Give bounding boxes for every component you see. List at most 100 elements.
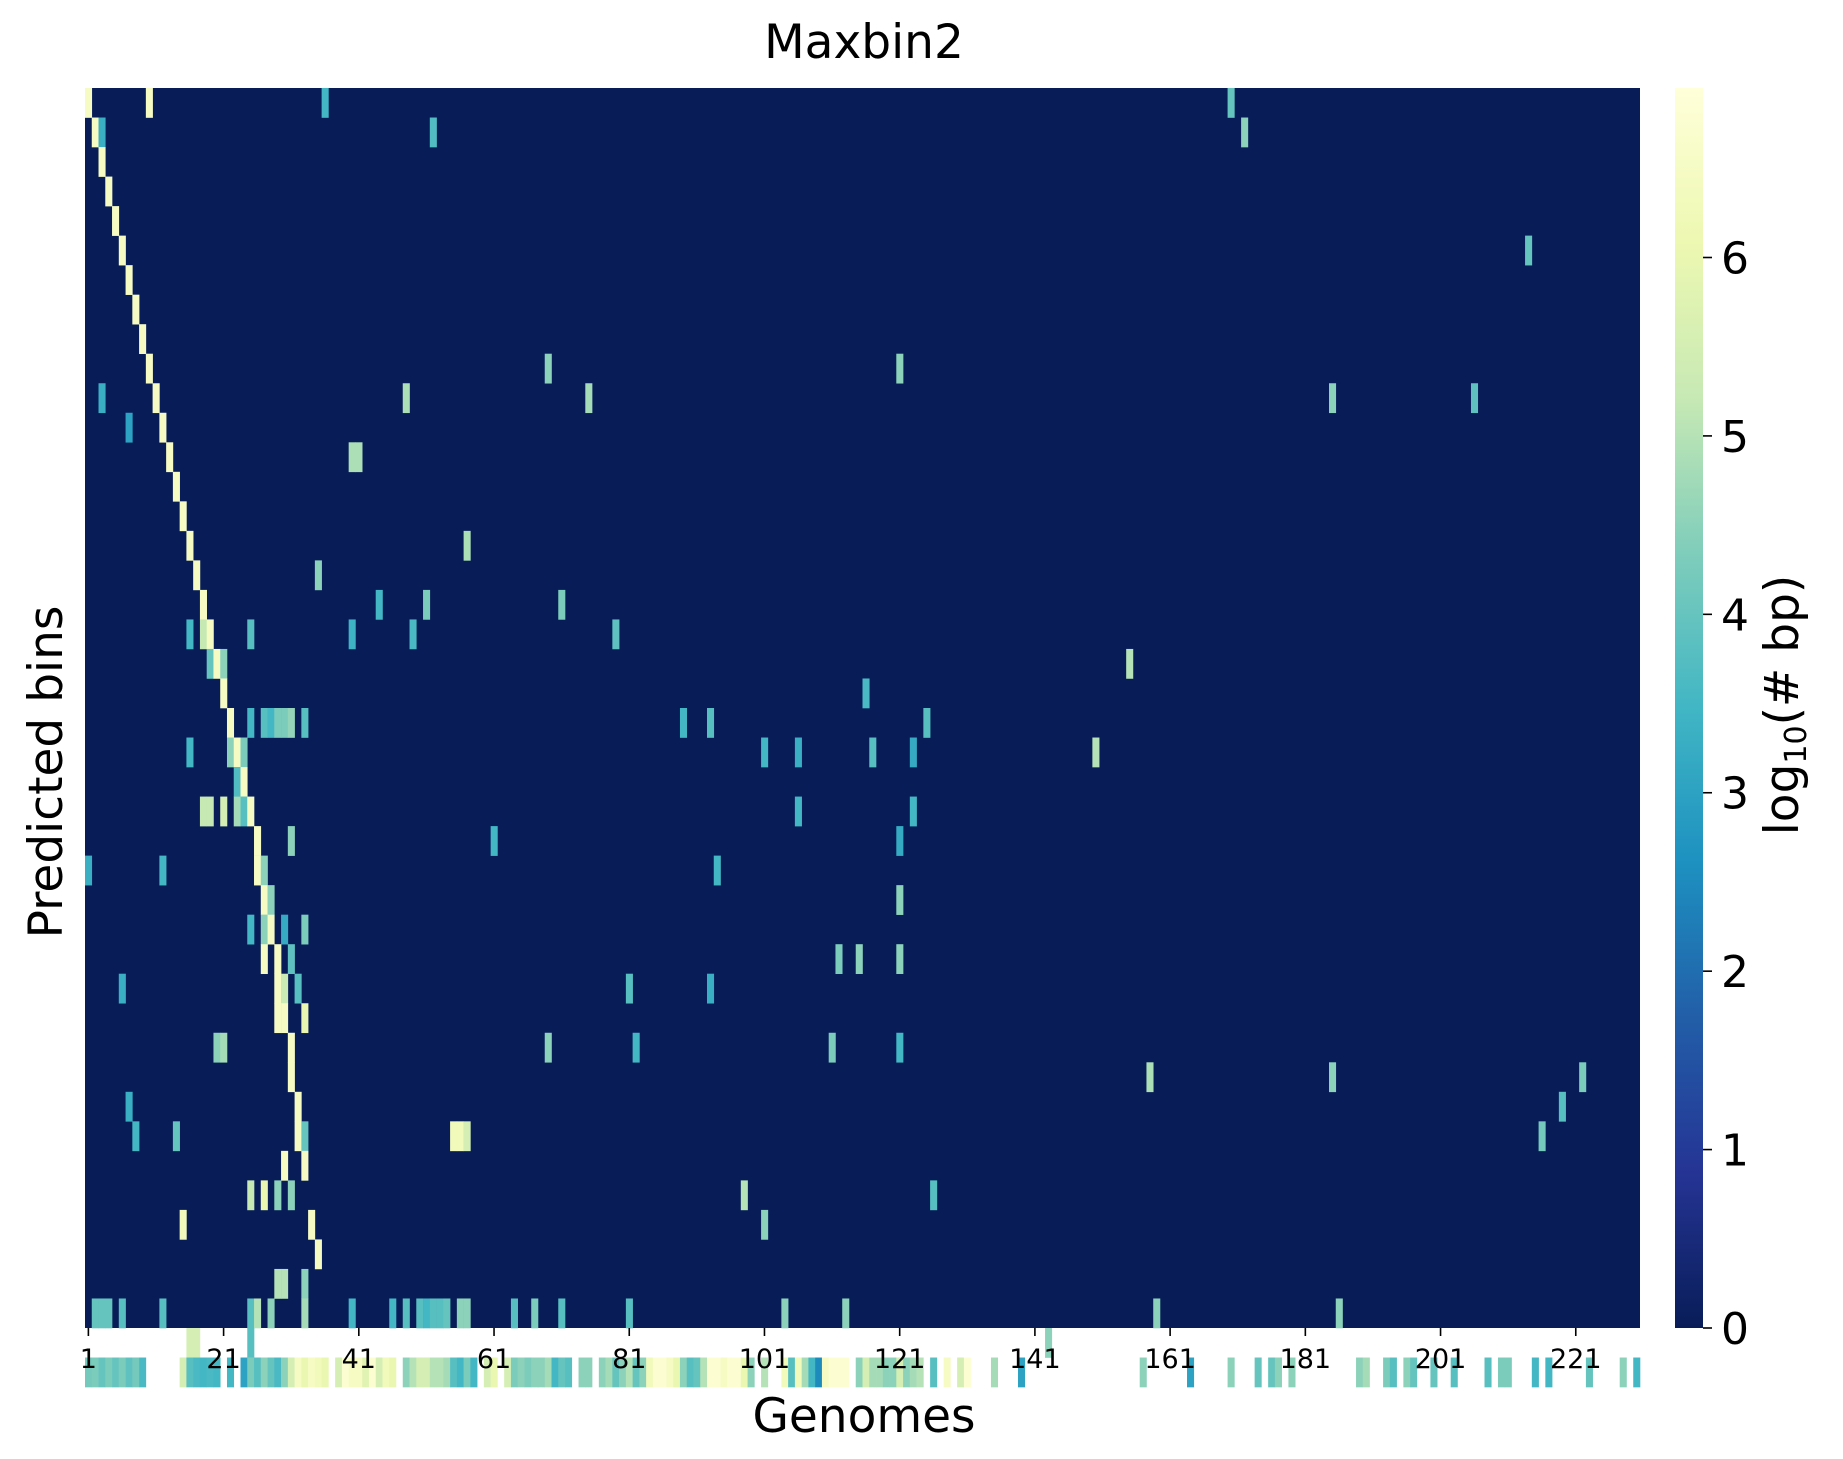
heatmap-cell xyxy=(693,1357,701,1388)
heatmap-cell xyxy=(490,826,498,856)
x-tick-label: 201 xyxy=(1415,1344,1467,1375)
heatmap-cell xyxy=(341,1357,349,1388)
heatmap-cell xyxy=(652,1357,660,1388)
heatmap-cell xyxy=(294,1357,302,1388)
heatmap-cell xyxy=(828,1357,836,1388)
heatmap-cell xyxy=(1470,383,1479,414)
heatmap-cell xyxy=(1268,1357,1276,1388)
heatmap-cell xyxy=(1153,1298,1161,1329)
heatmap-cell xyxy=(1092,737,1100,768)
colorbar-tick-label: 1 xyxy=(1721,1126,1749,1177)
heatmap-cell xyxy=(199,619,207,650)
heatmap-cell xyxy=(85,88,93,118)
heatmap-cell xyxy=(348,619,356,650)
heatmap-cell xyxy=(531,1357,539,1388)
heatmap-cell xyxy=(558,1357,566,1388)
x-tick-label: 41 xyxy=(342,1344,376,1375)
heatmap-cell xyxy=(206,619,214,650)
heatmap-cell xyxy=(1362,1357,1370,1388)
heatmap-cell xyxy=(105,176,113,207)
x-tick-label: 181 xyxy=(1280,1344,1332,1375)
heatmap-cell xyxy=(301,708,309,738)
x-tick-label: 161 xyxy=(1144,1344,1196,1375)
heatmap-cell xyxy=(375,1357,383,1388)
heatmap-cell xyxy=(1383,1357,1391,1388)
heatmap-cell xyxy=(801,1357,809,1388)
heatmap-cell xyxy=(193,1357,201,1388)
heatmap-cell xyxy=(226,737,235,768)
heatmap-cell xyxy=(186,530,194,561)
heatmap-cell xyxy=(159,855,167,886)
colorbar-tick-label: 3 xyxy=(1721,769,1749,820)
heatmap-cell xyxy=(281,914,289,945)
heatmap-cell xyxy=(260,708,268,738)
heatmap-cell xyxy=(85,1357,93,1388)
x-tick-label: 21 xyxy=(206,1344,240,1375)
heatmap-cell xyxy=(389,1298,397,1329)
heatmap-cell xyxy=(287,708,295,738)
heatmap-cell xyxy=(132,294,140,325)
heatmap-cell xyxy=(713,855,721,886)
heatmap-cell xyxy=(321,88,329,118)
heatmap-cell xyxy=(808,1357,816,1388)
heatmap-cell xyxy=(274,1180,282,1211)
colorbar-tick-label: 2 xyxy=(1721,947,1749,998)
heatmap-cell xyxy=(537,1357,546,1388)
heatmap-cell xyxy=(1389,1357,1397,1388)
heatmap-cell xyxy=(761,737,769,768)
heatmap-cell xyxy=(132,1121,140,1152)
x-axis-label: Genomes xyxy=(752,1389,975,1444)
heatmap-cell xyxy=(247,796,255,827)
heatmap-cell xyxy=(869,1357,877,1388)
heatmap-cell xyxy=(159,412,167,443)
heatmap-cell xyxy=(125,265,133,295)
heatmap-cell xyxy=(233,767,241,797)
heatmap-cell xyxy=(281,1268,289,1299)
heatmap-cell xyxy=(1187,1357,1195,1388)
heatmap-cell xyxy=(1484,1357,1492,1388)
heatmap-cell xyxy=(105,1298,113,1329)
heatmap-cell xyxy=(423,1357,431,1388)
heatmap-cell xyxy=(179,501,187,532)
heatmap-cell xyxy=(896,1032,904,1063)
heatmap-cell xyxy=(287,826,295,856)
heatmap-cell xyxy=(233,796,241,827)
heatmap-cell xyxy=(301,1003,309,1034)
heatmap-cell xyxy=(781,1357,789,1388)
heatmap-cell xyxy=(281,973,289,1004)
heatmap-cell xyxy=(240,767,248,797)
heatmap-cell xyxy=(98,1298,106,1329)
x-tick-label: 81 xyxy=(612,1344,646,1375)
heatmap-cell xyxy=(1356,1357,1364,1388)
heatmap-cell xyxy=(308,1209,316,1240)
heatmap-cell xyxy=(220,678,228,709)
heatmap-cell xyxy=(578,1357,586,1388)
heatmap-cell xyxy=(274,1003,282,1034)
heatmap-cell xyxy=(896,944,904,975)
heatmap-cell xyxy=(747,1357,755,1388)
heatmap-cell xyxy=(220,1032,228,1063)
heatmap-cell xyxy=(429,1357,437,1388)
heatmap-cell xyxy=(842,1357,850,1388)
x-tick-label: 61 xyxy=(477,1344,511,1375)
heatmap-cell xyxy=(254,855,262,886)
heatmap-cell xyxy=(375,589,383,620)
heatmap-cell xyxy=(558,589,566,620)
heatmap-cell xyxy=(159,1298,167,1329)
heatmap-cell xyxy=(240,1357,248,1388)
heatmap-cell xyxy=(835,944,843,975)
heatmap-cell xyxy=(896,885,904,915)
heatmap-cell xyxy=(463,1121,471,1152)
heatmap-cell xyxy=(402,1357,410,1388)
heatmap-cell xyxy=(193,1328,201,1358)
heatmap-cell xyxy=(240,796,248,827)
heatmap-cell xyxy=(301,914,309,945)
heatmap-cell xyxy=(1633,1357,1641,1388)
heatmap-cell xyxy=(504,1357,512,1388)
heatmap-cell xyxy=(679,1357,688,1388)
heatmap-cell xyxy=(930,1180,938,1211)
heatmap-cell xyxy=(267,914,275,945)
heatmap-cell xyxy=(247,914,255,945)
heatmap-cell xyxy=(125,1357,133,1388)
